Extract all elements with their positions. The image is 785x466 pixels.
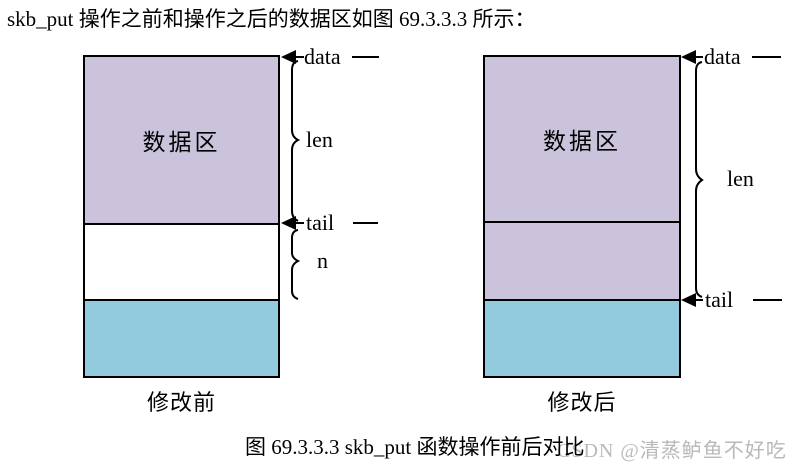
data-area-before: 数据区 <box>85 57 278 225</box>
data-pointer-label-before: data <box>304 44 341 69</box>
tail-pointer-label-after: tail <box>705 287 734 312</box>
len-brace-label-before: len <box>306 127 333 152</box>
data-arrow-icon-before <box>281 50 296 64</box>
tail-arrow-icon-after <box>681 293 696 307</box>
data-arrow-icon-after <box>681 50 696 64</box>
appended-area-after <box>485 223 679 301</box>
n-brace-before <box>291 229 301 300</box>
tail-arrow-icon-before <box>281 216 296 230</box>
intro-text: skb_put 操作之前和操作之后的数据区如图 69.3.3.3 所示： <box>7 7 536 31</box>
free-area-before <box>85 225 278 301</box>
data-area-after: 数据区 <box>485 57 679 223</box>
len-brace-label-after: len <box>727 166 754 191</box>
tail-room-before <box>85 301 278 376</box>
len-brace-after <box>695 61 704 298</box>
figure-caption: 图 69.3.3.3 skb_put 函数操作前后对比 <box>245 435 585 459</box>
buffer-box-before: 数据区 <box>83 55 280 378</box>
tail-pointer-label-before: tail <box>306 210 335 235</box>
len-brace-before <box>291 60 301 222</box>
after-title: 修改后 <box>547 390 617 415</box>
data-area-label-after: 数据区 <box>543 129 621 154</box>
watermark: CSDN @清蒸鲈鱼不好吃 <box>557 440 785 462</box>
tail-room-after <box>485 301 679 376</box>
buffer-box-after: 数据区 <box>483 55 681 378</box>
data-pointer-label-after: data <box>704 44 741 69</box>
before-title: 修改前 <box>146 390 216 415</box>
n-brace-label-before: n <box>317 248 328 273</box>
data-area-label-before: 数据区 <box>142 130 221 155</box>
